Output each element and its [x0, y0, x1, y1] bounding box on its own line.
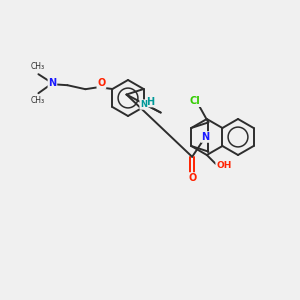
Text: N: N: [201, 132, 209, 142]
Text: N: N: [140, 100, 147, 109]
Text: CH₃: CH₃: [30, 62, 44, 71]
Text: CH₃: CH₃: [30, 96, 44, 105]
Text: N: N: [48, 78, 56, 88]
Text: OH: OH: [216, 161, 232, 170]
Text: Cl: Cl: [190, 96, 201, 106]
Text: O: O: [97, 78, 106, 88]
Text: O: O: [188, 173, 196, 183]
Text: H: H: [146, 97, 155, 106]
